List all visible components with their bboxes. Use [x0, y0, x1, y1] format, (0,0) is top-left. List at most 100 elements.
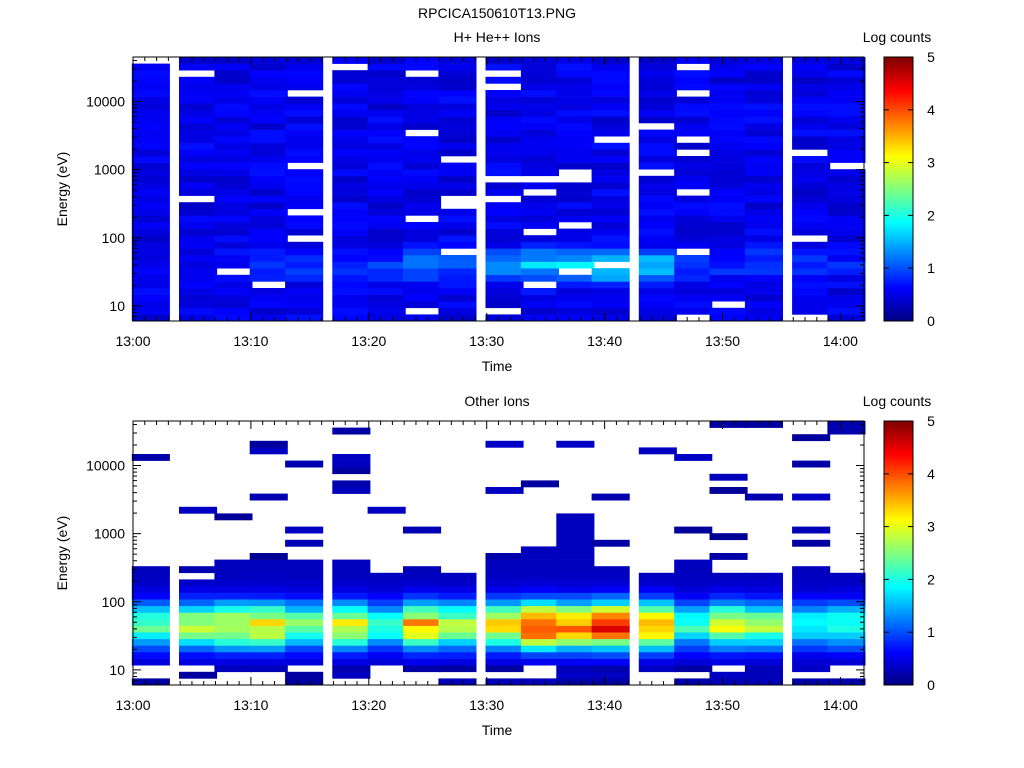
spectrogram-cell [367, 116, 406, 124]
spectrogram-cell [591, 281, 630, 289]
spectrogram-cell [214, 70, 253, 78]
spectrogram-cell [556, 83, 595, 91]
spectrogram-cell [485, 658, 524, 666]
spectrogram-cell [403, 63, 442, 71]
spectrogram-cell [792, 526, 831, 534]
spectrogram-cell [214, 645, 253, 653]
spectrogram-cell [179, 658, 218, 666]
spectrogram-cell [179, 274, 218, 282]
spectrogram-cell [249, 301, 288, 309]
spectrogram-cell [131, 228, 170, 236]
spectrogram-cell [131, 169, 170, 177]
spectrogram-cell [520, 632, 559, 640]
spectrogram-cell [638, 255, 677, 262]
spectrogram-cell [249, 559, 288, 567]
colorbar-swatch [884, 592, 913, 595]
spectrogram-cell [709, 625, 748, 633]
spectrogram-cell [792, 228, 831, 236]
spectrogram-cell [827, 142, 866, 150]
spectrogram-cell [179, 314, 218, 322]
spectrogram-cell [332, 480, 371, 488]
spectrogram-cell [520, 546, 559, 554]
colorbar-swatch [884, 199, 913, 202]
spectrogram-cell [744, 182, 783, 190]
spectrogram-cell [438, 678, 477, 686]
spectrogram-cell [744, 215, 783, 223]
spectrogram-cell [792, 96, 831, 104]
spectrogram-cell [179, 123, 218, 130]
spectrogram-cell [638, 156, 677, 163]
spectrogram-cell [485, 96, 524, 104]
spectrogram-cell [332, 182, 371, 190]
spectrogram-cell [520, 195, 559, 203]
spectrogram-cell [367, 652, 406, 659]
spectrogram-cell [332, 294, 371, 302]
spectrogram-cell [214, 592, 253, 600]
spectrogram-cell [131, 301, 170, 309]
spectrogram-cell [285, 116, 324, 124]
spectrogram-cell [827, 307, 866, 315]
spectrogram-cell [179, 255, 218, 262]
spectrogram-cell [792, 579, 831, 587]
spectrogram-cell [485, 294, 524, 302]
spectrogram-cell [709, 605, 748, 613]
spectrogram-cell [403, 169, 442, 177]
spectrogram-cell [285, 625, 324, 633]
spectrogram-cell [674, 605, 713, 613]
colorbar-swatch [884, 542, 913, 546]
spectrogram-cell [827, 96, 866, 104]
spectrogram-cell [556, 241, 595, 249]
spectrogram-cell [674, 142, 713, 150]
spectrogram-cell [214, 90, 253, 97]
spectrogram-cell [827, 109, 866, 117]
spectrogram-cell [638, 202, 677, 210]
colorbar-swatch [884, 451, 913, 455]
spectrogram-cell [744, 493, 783, 501]
spectrogram-cell [827, 83, 866, 91]
spectrogram-cell [179, 83, 218, 91]
spectrogram-cell [367, 149, 406, 157]
spectrogram-cell [638, 109, 677, 117]
spectrogram-cell [438, 632, 477, 640]
x-axis-label: Time [482, 722, 513, 738]
spectrogram-cell [744, 586, 783, 593]
spectrogram-cell [520, 274, 559, 282]
spectrogram-cell [556, 678, 595, 686]
spectrogram-cell [332, 241, 371, 249]
colorbar-swatch [884, 664, 913, 667]
spectrogram-cell [249, 109, 288, 117]
spectrogram-cell [131, 599, 170, 607]
spectrogram-cell [591, 638, 630, 646]
spectrogram-cell [131, 142, 170, 150]
spectrogram-cell [744, 202, 783, 210]
spectrogram-cell [485, 149, 524, 157]
spectrogram-cell [131, 645, 170, 653]
spectrogram-cell [591, 566, 630, 574]
spectrogram-cell [332, 103, 371, 111]
spectrogram-cell [131, 162, 170, 170]
spectrogram-cell [367, 175, 406, 183]
spectrogram-cell [674, 123, 713, 130]
spectrogram-cell [556, 566, 595, 574]
colorbar-swatch [884, 94, 913, 97]
spectrogram-cell [674, 116, 713, 124]
spectrogram-cell [827, 288, 866, 295]
spectrogram-cell [179, 307, 218, 315]
colorbar-swatch [884, 464, 913, 467]
spectrogram-cell [638, 625, 677, 633]
spectrogram-cell [744, 301, 783, 309]
spectrogram-cell [709, 235, 748, 243]
spectrogram-cell [638, 612, 677, 620]
spectrogram-cell [520, 202, 559, 210]
spectrogram-cell [131, 268, 170, 276]
spectrogram-cell [485, 645, 524, 653]
spectrogram-cell [438, 241, 477, 249]
spectrogram-cell [520, 612, 559, 620]
colorbar-swatch [884, 561, 913, 564]
colorbar-swatch [884, 491, 913, 494]
colorbar-swatch [884, 226, 913, 229]
colorbar-swatch [884, 526, 913, 529]
colorbar-swatch [884, 583, 913, 587]
spectrogram-cell [638, 605, 677, 613]
colorbar-tick-label: 1 [927, 260, 935, 276]
